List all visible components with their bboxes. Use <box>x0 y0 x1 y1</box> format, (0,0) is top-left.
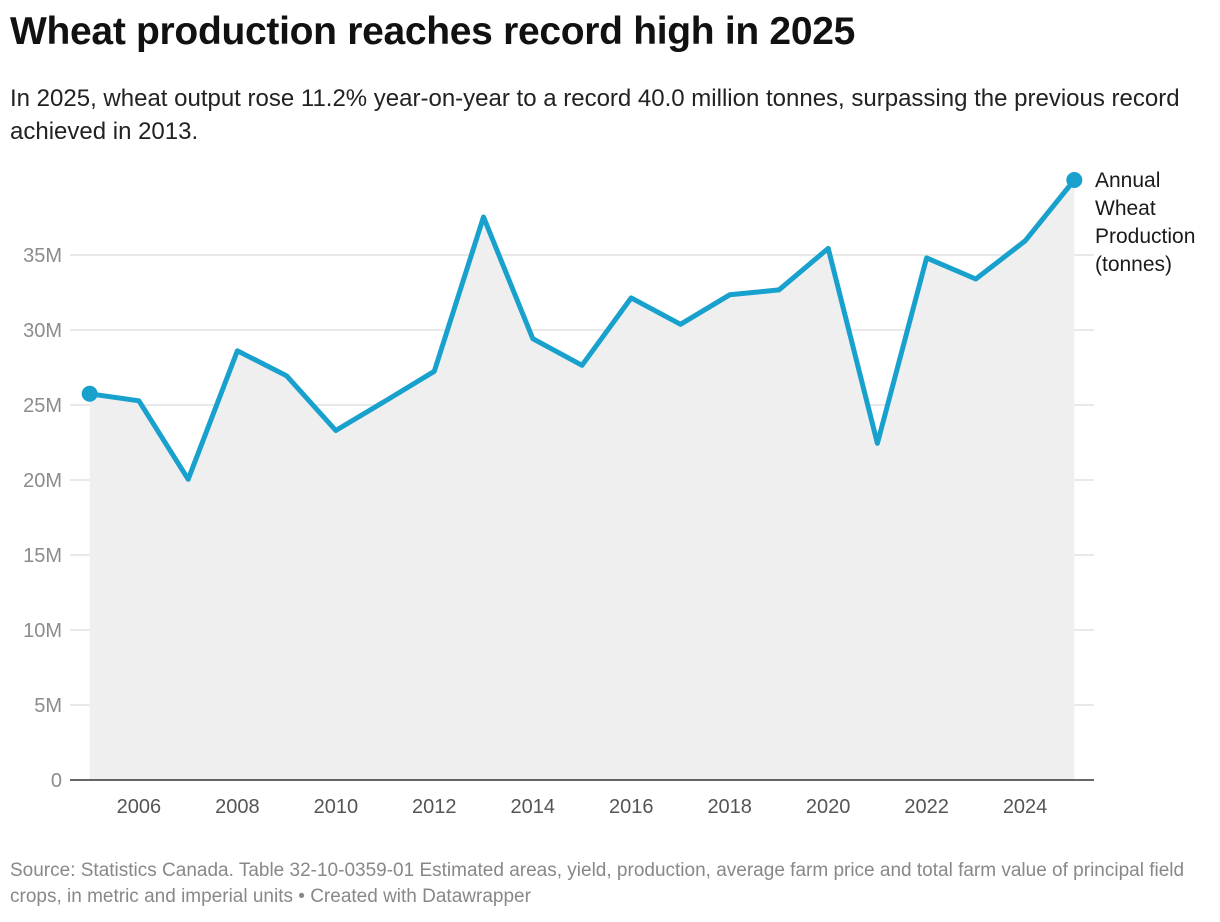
y-tick-label: 35M <box>23 245 62 267</box>
series-line <box>87 177 1077 482</box>
x-axis-ticks: 2006 2008 2010 2012 2014 2016 2018 2020 2022 2024 <box>117 796 1048 818</box>
y-axis-ticks: 0 5M 10M 15M 20M 25M 30M 35M <box>23 245 62 792</box>
x-tick-label: 2008 <box>215 796 260 818</box>
x-tick-label: 2010 <box>314 796 359 818</box>
x-tick-label: 2024 <box>1003 796 1048 818</box>
end-point-marker <box>1066 172 1083 188</box>
y-tick-label: 30M <box>23 320 62 342</box>
area-fill <box>89 180 1075 780</box>
x-tick-label: 2016 <box>609 796 654 818</box>
x-tick-label: 2012 <box>412 796 457 818</box>
x-tick-label: 2014 <box>511 796 556 818</box>
chart-subtitle: In 2025, wheat output rose 11.2% year-on… <box>10 85 1180 145</box>
y-tick-label: 0 <box>51 770 62 792</box>
y-tick-label: 5M <box>34 695 62 717</box>
x-tick-label: 2006 <box>117 796 162 818</box>
y-tick-label: 20M <box>23 470 62 492</box>
series-label-line: Wheat <box>1095 197 1156 220</box>
x-tick-label: 2022 <box>904 796 949 818</box>
x-tick-label: 2018 <box>707 796 752 818</box>
series-label-line: (tonnes) <box>1095 253 1172 276</box>
y-tick-label: 15M <box>23 545 62 567</box>
source-note: Source: Statistics Canada. Table 32-10-0… <box>10 860 1185 907</box>
endpoint-markers <box>81 172 1083 402</box>
start-point-marker <box>81 385 98 402</box>
series-label-line: Production <box>1095 225 1195 248</box>
y-tick-label: 10M <box>23 620 62 642</box>
chart-title: Wheat production reaches record high in … <box>10 10 855 53</box>
y-tick-label: 25M <box>23 395 62 417</box>
series-label-line: Annual <box>1095 169 1160 192</box>
x-tick-label: 2020 <box>806 796 851 818</box>
series-label: Annual Wheat Production (tonnes) <box>1095 169 1195 276</box>
